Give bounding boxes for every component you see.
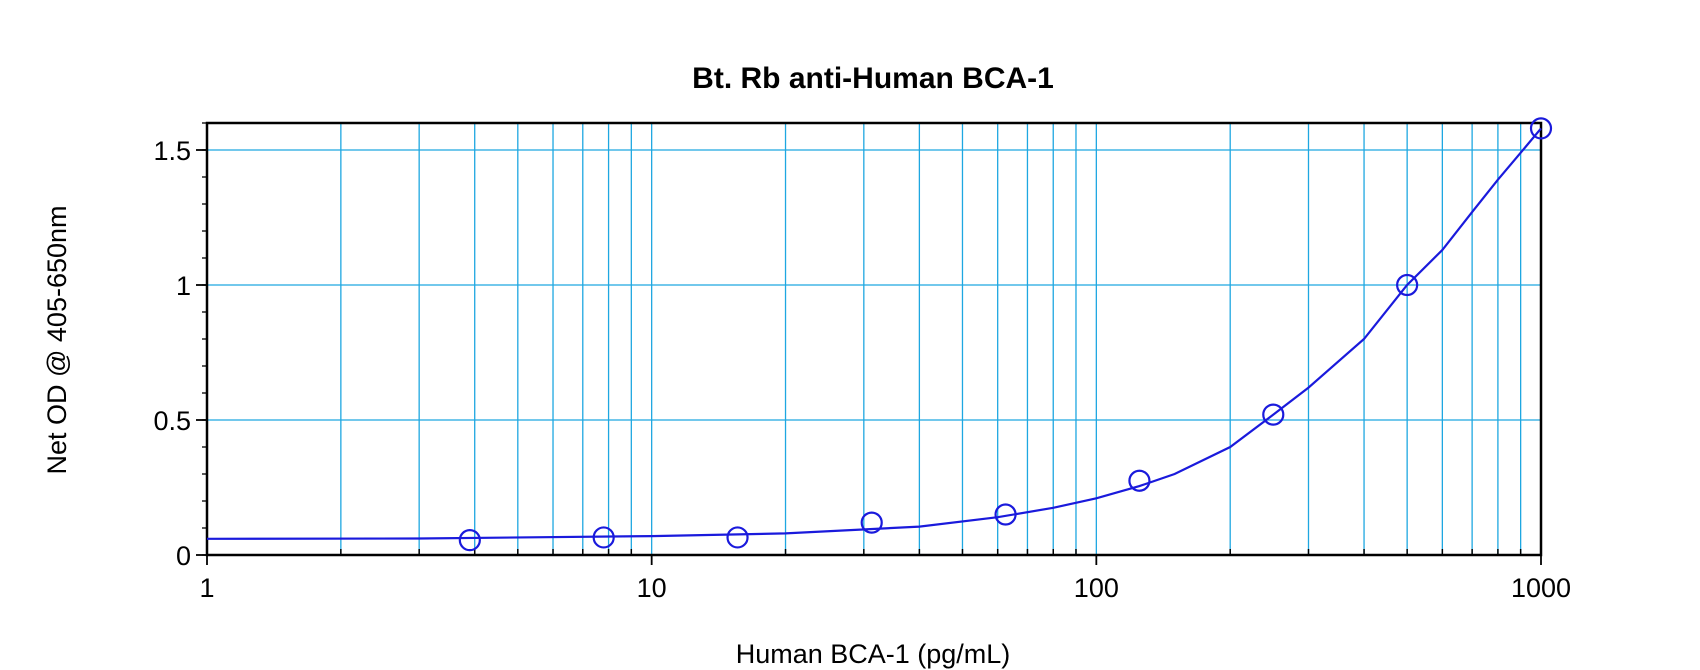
y-tick-label: 0.5 [153,406,191,436]
x-tick-label: 100 [1074,573,1119,603]
plot-frame [205,121,1543,557]
fit-curve-layer [206,127,1542,540]
data-point [458,529,481,552]
fit-curve [206,127,1542,540]
data-point [1396,273,1419,297]
y-tick-label: 0 [176,541,191,571]
data-point [592,526,615,549]
x-axis-label: Human BCA-1 (pg/mL) [736,639,1011,669]
data-point [1529,117,1553,140]
data-point [1262,403,1285,426]
grid [207,123,1541,555]
data-point [726,526,749,549]
chart-title: Bt. Rb anti-Human BCA-1 [692,62,1054,95]
axis-ticks: 1 10 100 1000 0 0.5 1 1.5 [153,122,1571,603]
plot-border [205,121,1543,557]
data-point [1128,469,1151,492]
data-point [994,503,1017,526]
y-tick-label: 1.5 [153,136,191,166]
x-tick-label: 1 [199,573,214,603]
data-points [458,117,1553,552]
x-tick-label: 10 [637,573,667,603]
y-tick-label: 1 [176,271,191,301]
y-axis-label: Net OD @ 405-650nm [42,205,72,474]
data-point [860,511,883,534]
x-tick-label: 1000 [1511,573,1571,603]
